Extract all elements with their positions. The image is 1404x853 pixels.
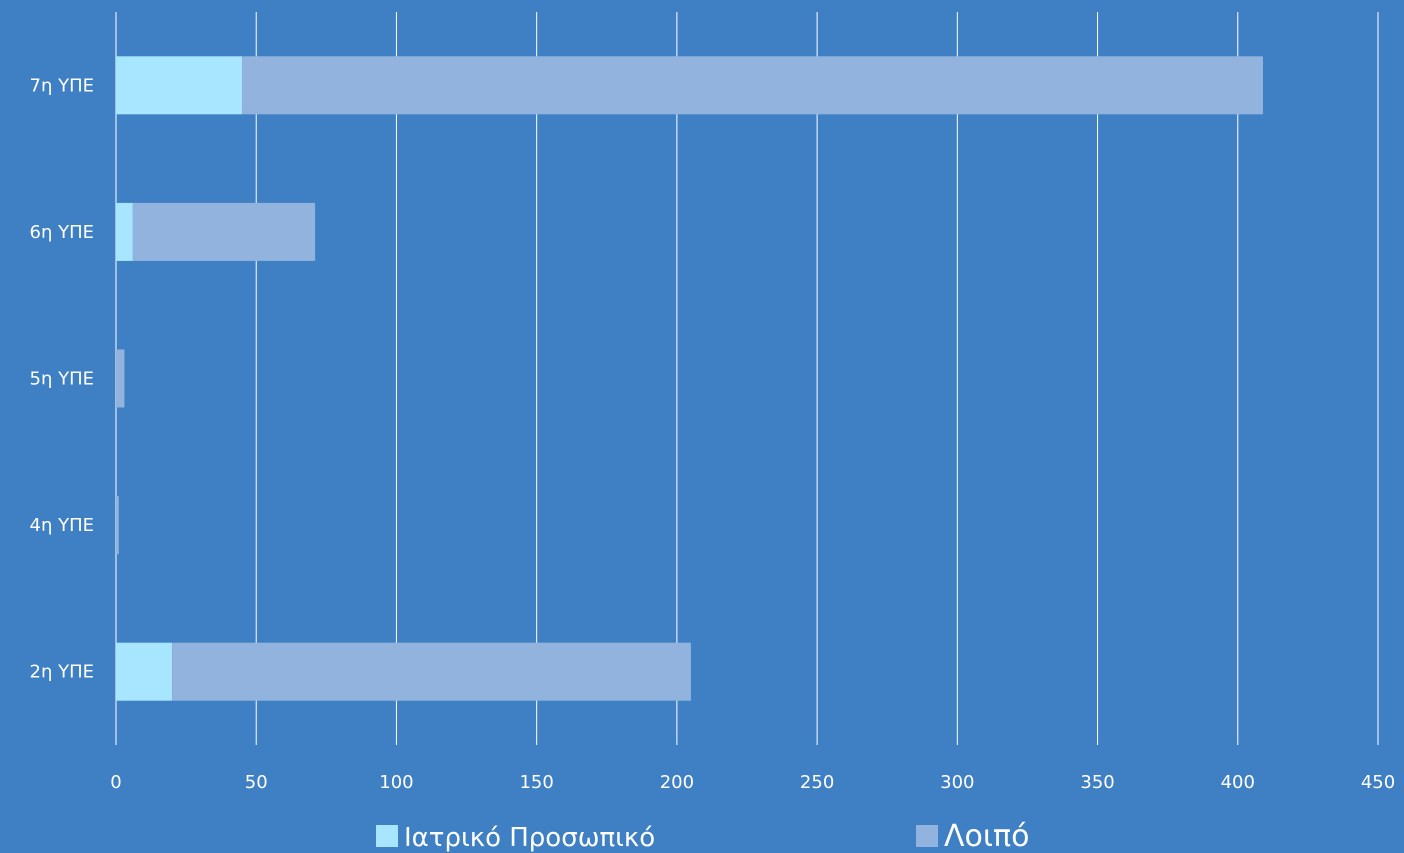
x-tick-label: 50 — [245, 772, 268, 793]
x-tick-label: 400 — [1221, 772, 1255, 793]
bar-other — [172, 642, 691, 701]
legend-label: Λοιπό — [944, 819, 1029, 853]
legend-label: Ιατρικό Προσωπικό — [404, 823, 655, 853]
y-category-label: 5η ΥΠΕ — [30, 369, 95, 390]
y-category-label: 4η ΥΠΕ — [30, 515, 95, 536]
bar-other — [242, 56, 1264, 115]
bar-medical — [116, 642, 173, 701]
legend: Ιατρικό Προσωπικό Λοιπό — [376, 819, 1029, 853]
x-tick-label: 0 — [110, 772, 121, 793]
y-category-label: 2η ΥΠΕ — [30, 662, 95, 683]
bar-other — [116, 349, 125, 408]
bars — [116, 56, 1264, 701]
y-axis-labels: 2η ΥΠΕ 4η ΥΠΕ 5η ΥΠΕ 6η ΥΠΕ 7η ΥΠΕ — [30, 75, 95, 682]
x-tick-label: 350 — [1080, 772, 1114, 793]
bar-medical — [116, 202, 133, 261]
bar-medical — [116, 56, 243, 115]
bar-other — [132, 202, 316, 261]
y-category-label: 6η ΥΠΕ — [30, 222, 95, 243]
x-tick-label: 100 — [379, 772, 413, 793]
legend-swatch — [916, 825, 938, 847]
x-tick-label: 250 — [800, 772, 834, 793]
bar-other — [116, 496, 119, 555]
legend-swatch — [376, 825, 398, 847]
x-tick-label: 300 — [940, 772, 974, 793]
x-axis-tick-labels: 0 50 100 150 200 250 300 350 400 450 — [110, 772, 1395, 793]
x-tick-label: 200 — [660, 772, 694, 793]
x-tick-label: 450 — [1361, 772, 1395, 793]
y-category-label: 7η ΥΠΕ — [30, 75, 95, 96]
x-tick-label: 150 — [519, 772, 553, 793]
grid-lines — [115, 12, 1379, 745]
